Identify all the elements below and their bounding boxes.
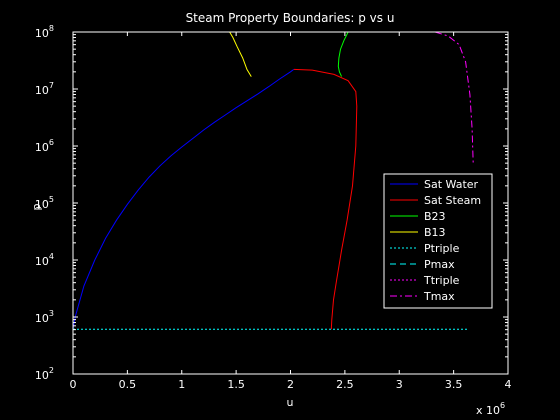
x-multiplier-exponent: 6 (500, 401, 505, 410)
legend-label: Ptriple (424, 242, 460, 255)
x-tick-label: 0.5 (119, 378, 137, 391)
y-tick-label: 103 (35, 309, 54, 325)
legend-label: Ttriple (423, 274, 460, 287)
x-tick-label: 4 (505, 378, 512, 391)
legend: Sat Water Sat Steam B23 B13 Ptriple Pmax Ttrip… (383, 173, 493, 309)
y-tick-label: 104 (35, 252, 54, 268)
legend-label: Pmax (424, 258, 455, 271)
x-tick-label: 1.5 (227, 378, 245, 391)
series-line-sat-steam (293, 68, 358, 330)
series-line-b13 (229, 31, 252, 77)
legend-label: B23 (424, 210, 446, 223)
series-line-sat-water (72, 68, 295, 330)
x-tick-label: 0 (70, 378, 77, 391)
legend-label: Sat Steam (424, 194, 481, 207)
legend-label: Sat Water (424, 178, 479, 191)
x-tick-label: 2 (287, 378, 294, 391)
x-tick-label: 1 (178, 378, 185, 391)
x-multiplier-base: x 10 (476, 404, 500, 417)
chart-title: Steam Property Boundaries: p vs u (186, 11, 395, 25)
series-line-tmax (434, 31, 474, 164)
y-axis-ticks: 102 103 104 105 106 107 108 (35, 24, 508, 382)
x-tick-label: 3.5 (445, 378, 463, 391)
y-tick-label: 102 (35, 366, 54, 382)
x-axis-multiplier: x 106 (476, 401, 505, 417)
x-axis-label: u (287, 396, 294, 409)
y-tick-label: 105 (35, 195, 54, 211)
legend-label: Tmax (423, 290, 455, 303)
y-tick-label: 106 (35, 138, 54, 154)
legend-label: B13 (424, 226, 446, 239)
series-line-b23 (337, 31, 349, 77)
x-tick-label: 2.5 (336, 378, 354, 391)
y-tick-label: 108 (35, 24, 54, 40)
x-tick-label: 3 (396, 378, 403, 391)
legend-box (383, 173, 493, 309)
y-axis-label: p (30, 203, 43, 210)
x-axis-ticks: 0 0.5 1 1.5 2 2.5 3 3.5 4 (70, 32, 512, 391)
y-tick-label: 107 (35, 81, 54, 97)
